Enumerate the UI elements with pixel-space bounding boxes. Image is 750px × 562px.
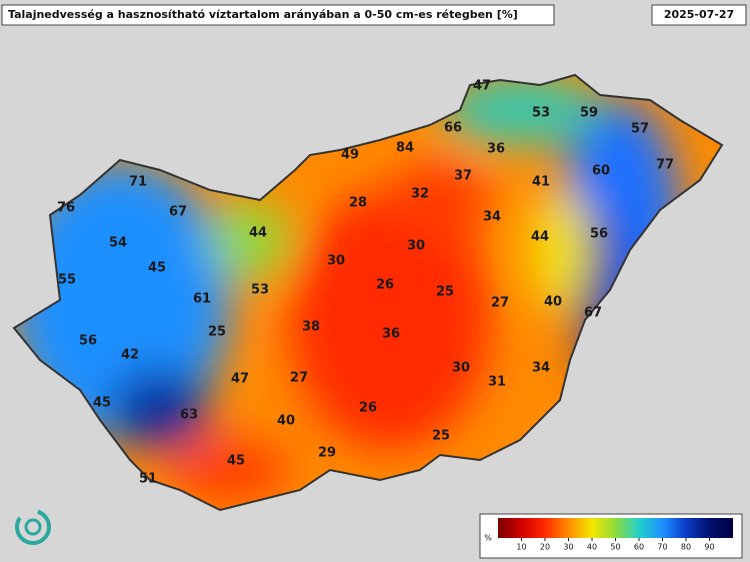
station-value: 29 bbox=[318, 446, 336, 461]
station-value: 47 bbox=[231, 372, 249, 387]
station-value: 51 bbox=[139, 472, 157, 487]
date-box bbox=[651, 4, 747, 26]
station-value: 40 bbox=[277, 414, 295, 429]
colorbar-tick-label: 20 bbox=[540, 543, 550, 552]
station-value: 53 bbox=[532, 106, 550, 121]
station-value: 34 bbox=[483, 210, 501, 225]
station-value: 27 bbox=[491, 296, 509, 311]
station-value: 60 bbox=[592, 164, 610, 179]
station-value: 47 bbox=[473, 79, 491, 94]
colorbar-tick-label: 50 bbox=[610, 543, 620, 552]
station-value: 84 bbox=[396, 141, 414, 156]
title: Talajnedvesség a hasznosítható víztartal… bbox=[8, 8, 518, 21]
station-value: 25 bbox=[436, 285, 454, 300]
station-value: 56 bbox=[590, 227, 608, 242]
station-value: 30 bbox=[452, 361, 470, 376]
station-value: 67 bbox=[169, 205, 187, 220]
colorbar-tick-label: 30 bbox=[563, 543, 573, 552]
station-value: 59 bbox=[580, 106, 598, 121]
station-value: 36 bbox=[487, 142, 505, 157]
station-value: 71 bbox=[129, 175, 147, 190]
station-value: 54 bbox=[109, 236, 127, 251]
station-value: 55 bbox=[58, 273, 76, 288]
title-box bbox=[1, 4, 555, 26]
station-value: 31 bbox=[488, 375, 506, 390]
station-value: 42 bbox=[121, 348, 139, 363]
station-value: 40 bbox=[544, 295, 562, 310]
station-value: 25 bbox=[432, 429, 450, 444]
station-value: 41 bbox=[532, 175, 550, 190]
station-value: 27 bbox=[290, 371, 308, 386]
colorbar-tick-label: 90 bbox=[704, 543, 714, 552]
station-value: 49 bbox=[341, 148, 359, 163]
station-value: 30 bbox=[327, 254, 345, 269]
station-value: 67 bbox=[584, 306, 602, 321]
colorbar-unit: % bbox=[484, 534, 492, 543]
station-value: 61 bbox=[193, 292, 211, 307]
station-value: 30 bbox=[407, 239, 425, 254]
colorbar-tick-label: 70 bbox=[657, 543, 667, 552]
station-value: 45 bbox=[148, 261, 166, 276]
station-value: 32 bbox=[411, 187, 429, 202]
station-value: 25 bbox=[208, 325, 226, 340]
station-value: 76 bbox=[57, 201, 75, 216]
colorbar-ticks: 10 20 30 40 50 60 70 80 90 bbox=[516, 538, 715, 552]
station-value: 53 bbox=[251, 283, 269, 298]
station-value: 36 bbox=[382, 327, 400, 342]
station-value: 26 bbox=[376, 278, 394, 293]
station-value: 56 bbox=[79, 334, 97, 349]
station-value: 26 bbox=[359, 401, 377, 416]
station-value: 57 bbox=[631, 122, 649, 137]
station-value: 37 bbox=[454, 169, 472, 184]
station-value: 63 bbox=[180, 408, 198, 423]
colorbar-tick-label: 60 bbox=[634, 543, 644, 552]
colorbar-tick-label: 80 bbox=[681, 543, 691, 552]
station-value: 38 bbox=[302, 320, 320, 335]
colorbar-tick-label: 40 bbox=[587, 543, 597, 552]
station-value: 44 bbox=[531, 230, 549, 245]
station-labels: 47 53 59 57 66 84 49 36 77 60 71 37 41 32 76 67 28 34 44 44… bbox=[57, 79, 674, 487]
date: 2025-07-27 bbox=[664, 8, 734, 21]
station-value: 45 bbox=[227, 454, 245, 469]
logo bbox=[15, 509, 51, 545]
colorbar-tick-label: 10 bbox=[516, 543, 526, 552]
colorbar bbox=[498, 518, 733, 538]
station-value: 77 bbox=[656, 158, 674, 173]
station-value: 44 bbox=[249, 226, 267, 241]
station-value: 45 bbox=[93, 396, 111, 411]
station-value: 28 bbox=[349, 196, 367, 211]
station-value: 34 bbox=[532, 361, 550, 376]
station-value: 66 bbox=[444, 121, 462, 136]
